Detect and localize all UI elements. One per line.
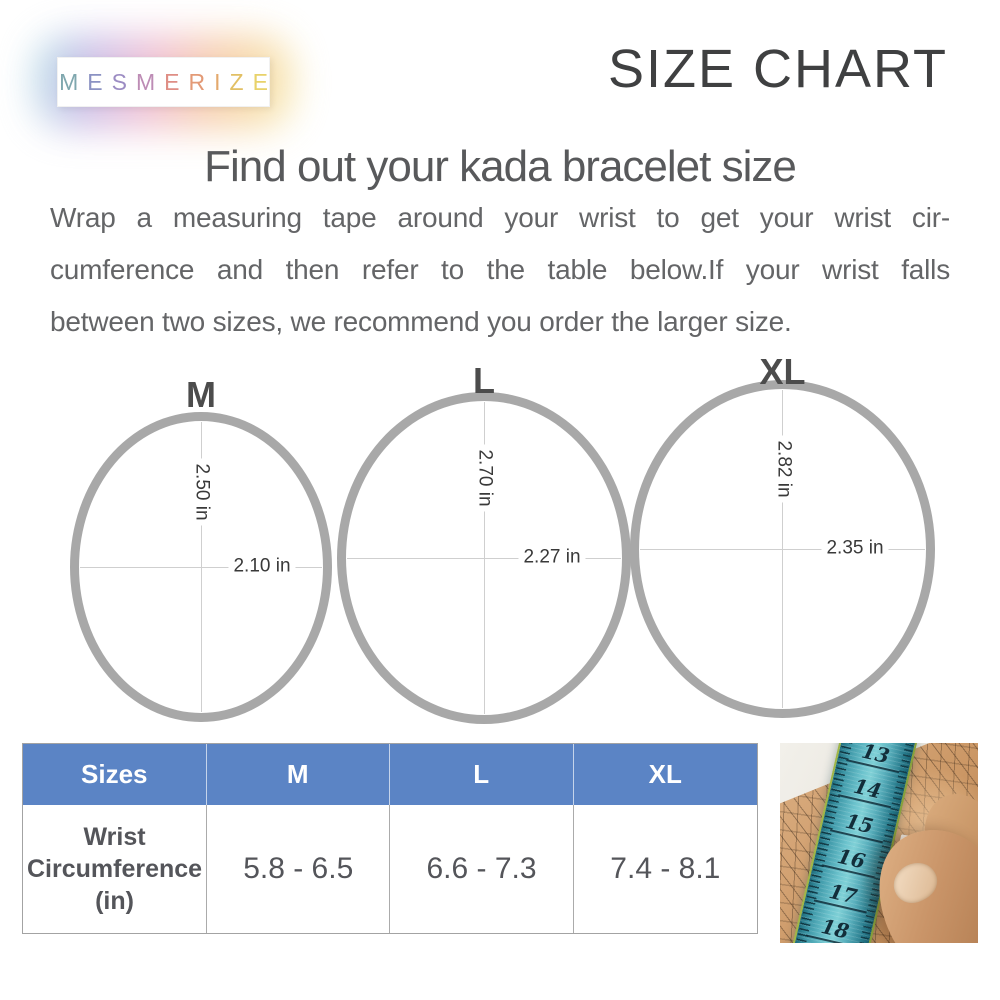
intro-line: between two sizes, we recommend you orde… — [50, 306, 792, 337]
brand-logo-box: MESMERIZE — [57, 57, 270, 107]
vertical-measurement-label: 2.82 in — [770, 435, 795, 503]
horizontal-measurement-label: 2.10 in — [228, 554, 296, 580]
ring-size-label: L — [473, 360, 495, 401]
header-cell-sizes: Sizes — [23, 744, 207, 805]
intro-line: Wrap a measuring tape around your wrist … — [50, 202, 950, 233]
ring-diagram-m: M 2.50 in 2.10 in — [70, 377, 332, 722]
size-table-body-row: Wrist Circumference (in) 5.8 - 6.5 6.6 -… — [23, 805, 757, 933]
crosshair-horizontal-line — [640, 548, 925, 550]
value-cell-xl: 7.4 - 8.1 — [573, 805, 757, 933]
intro-line: cumference and then refer to the table b… — [50, 254, 950, 285]
page-title: SIZE CHART — [607, 39, 948, 99]
tape-number: 13 — [845, 743, 905, 774]
crosshair-horizontal-line — [80, 566, 322, 568]
thumb-nail — [886, 855, 944, 910]
ring-size-label: M — [186, 374, 216, 415]
tape-number: 18 — [805, 912, 864, 943]
value-cell-m: 5.8 - 6.5 — [207, 805, 391, 933]
vertical-measurement-label: 2.50 in — [188, 458, 214, 526]
horizontal-measurement-label: 2.35 in — [821, 536, 889, 562]
header-cell-xl: XL — [573, 744, 757, 805]
horizontal-measurement-label: 2.27 in — [518, 545, 586, 571]
value-cell-l: 6.6 - 7.3 — [390, 805, 574, 933]
brand-logo: MESMERIZE — [35, 35, 292, 129]
ring-diagram-l: L 2.70 in 2.27 in — [337, 363, 631, 724]
header-cell-l: L — [390, 744, 574, 805]
size-table-header-row: Sizes M L XL — [23, 744, 757, 805]
tape-number: 15 — [829, 807, 889, 844]
ring-diagram-xl: XL 2.82 in 2.35 in — [630, 354, 935, 718]
crosshair-horizontal-line — [347, 557, 621, 559]
row-label-cell: Wrist Circumference (in) — [23, 805, 208, 933]
size-table: Sizes M L XL Wrist Circumference (in) 5.… — [22, 743, 758, 934]
tape-number: 16 — [821, 842, 881, 879]
vertical-measurement-label: 2.70 in — [471, 444, 497, 512]
wrist-photo: 13 14 15 16 17 18 — [780, 743, 978, 943]
intro-paragraph: Wrap a measuring tape around your wrist … — [50, 198, 950, 354]
ring-size-label: XL — [759, 351, 806, 392]
brand-text: MESMERIZE — [59, 68, 277, 95]
tape-number: 17 — [813, 877, 873, 914]
header-cell-m: M — [206, 744, 390, 805]
section-heading: Find out your kada bracelet size — [204, 142, 797, 191]
tape-number: 14 — [837, 772, 897, 809]
